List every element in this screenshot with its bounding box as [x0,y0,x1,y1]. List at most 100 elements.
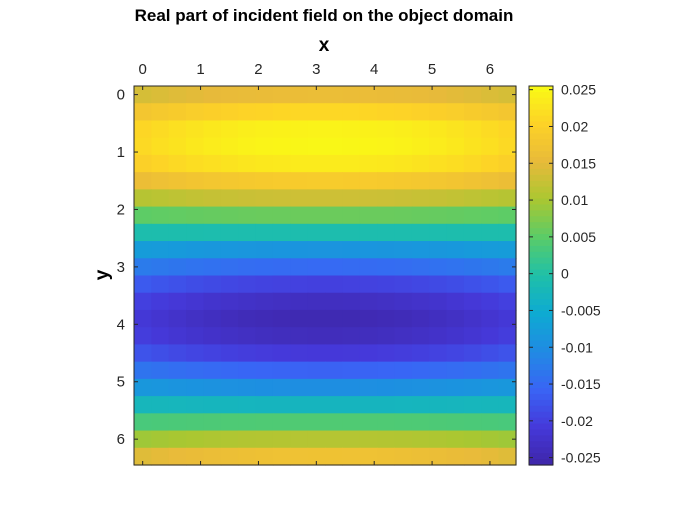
heatmap-cell [186,275,205,294]
heatmap-cell [134,275,152,294]
heatmap-cell [342,241,361,259]
heatmap-cell [429,327,448,346]
heatmap-cell [377,275,396,294]
colorbar-segment [529,370,553,377]
heatmap-cell [220,172,239,190]
heatmap-cell [186,430,205,449]
heatmap-cell [359,413,378,432]
heatmap-cell [238,309,257,328]
colorbar-segment [529,423,553,431]
heatmap-cell [186,86,205,104]
colorbar-segment [529,186,553,194]
heatmap-cell [498,396,517,414]
heatmap-cell [446,396,465,414]
heatmap-cell [134,430,152,449]
heatmap-cell [394,378,413,397]
heatmap-cell [411,430,430,449]
heatmap-cell [446,361,465,380]
heatmap-cell [151,413,170,432]
heatmap-cell [359,396,378,414]
heatmap-cell [481,137,500,156]
heatmap-cell [377,241,396,259]
heatmap-cell [498,361,517,380]
heatmap-cell [342,103,361,122]
colorbar-segment [529,97,553,105]
heatmap-cell [307,137,326,156]
heatmap-cell [429,361,448,380]
heatmap-cell [134,413,152,432]
heatmap-cell [394,258,413,277]
heatmap-cell [377,327,396,346]
colorbar-segment [529,453,553,460]
heatmap-cell [186,241,205,259]
heatmap-cell [377,413,396,432]
heatmap-cell [203,258,222,277]
heatmap-cell [325,447,343,466]
heatmap-cell [307,206,326,225]
heatmap-cell [272,223,291,242]
heatmap-cell [151,154,170,173]
heatmap-cell [463,189,482,208]
heatmap-cell [134,172,152,190]
heatmap-cell [463,154,482,173]
heatmap-cell [307,86,326,104]
heatmap-cell [463,361,482,380]
heatmap-cell [325,413,343,432]
heatmap-cell [272,137,291,156]
heatmap-cell [255,120,274,139]
heatmap-cell [411,275,430,294]
heatmap-cell [325,258,343,277]
heatmap-cell [186,413,205,432]
heatmap-cell [186,361,205,380]
heatmap-cell [255,344,274,363]
colorbar-segment [529,86,553,93]
heatmap-cell [481,241,500,259]
heatmap-cell [463,223,482,242]
colorbar-segment [529,121,553,129]
heatmap-cell [307,189,326,208]
colorbar-segment [529,311,553,318]
heatmap-cell [446,413,465,432]
colorbar-tick-label: -0.02 [561,413,593,429]
colorbar-tick-label: 0.015 [561,155,596,171]
heatmap-cell [463,275,482,294]
heatmap-cell [151,361,170,380]
heatmap-cell [498,120,517,139]
heatmap-cell [411,327,430,346]
heatmap-cell [307,447,326,466]
heatmap-cell [411,206,430,225]
colorbar-segment [529,210,553,217]
heatmap-cell [498,189,517,208]
heatmap-cell [272,258,291,277]
heatmap-cell [290,172,309,190]
heatmap-cell [307,378,326,397]
heatmap-cell [429,120,448,139]
heatmap-cell [411,258,430,277]
heatmap-cell [429,378,448,397]
colorbar-segment [529,340,553,348]
colorbar-tick-label: -0.015 [561,376,601,392]
heatmap-cell [481,430,500,449]
heatmap-cell [151,396,170,414]
heatmap-cell [134,223,152,242]
heatmap-cell [290,292,309,311]
heatmap-cell [325,189,343,208]
heatmap-cell [186,172,205,190]
heatmap-cell [307,172,326,190]
colorbar-segment [529,316,553,324]
heatmap-cell [429,344,448,363]
heatmap-cell [255,137,274,156]
heatmap-cell [481,292,500,311]
colorbar-segment [529,328,553,336]
heatmap-cell [134,241,152,259]
heatmap-cell [151,103,170,122]
heatmap-cell [411,344,430,363]
heatmap-cell [463,86,482,104]
colorbar-segment [529,429,553,436]
colorbar-segment [529,222,553,229]
heatmap-cell [359,258,378,277]
heatmap-cell [203,86,222,104]
heatmap-cell [325,327,343,346]
heatmap-cell [203,275,222,294]
heatmap-cell [151,172,170,190]
